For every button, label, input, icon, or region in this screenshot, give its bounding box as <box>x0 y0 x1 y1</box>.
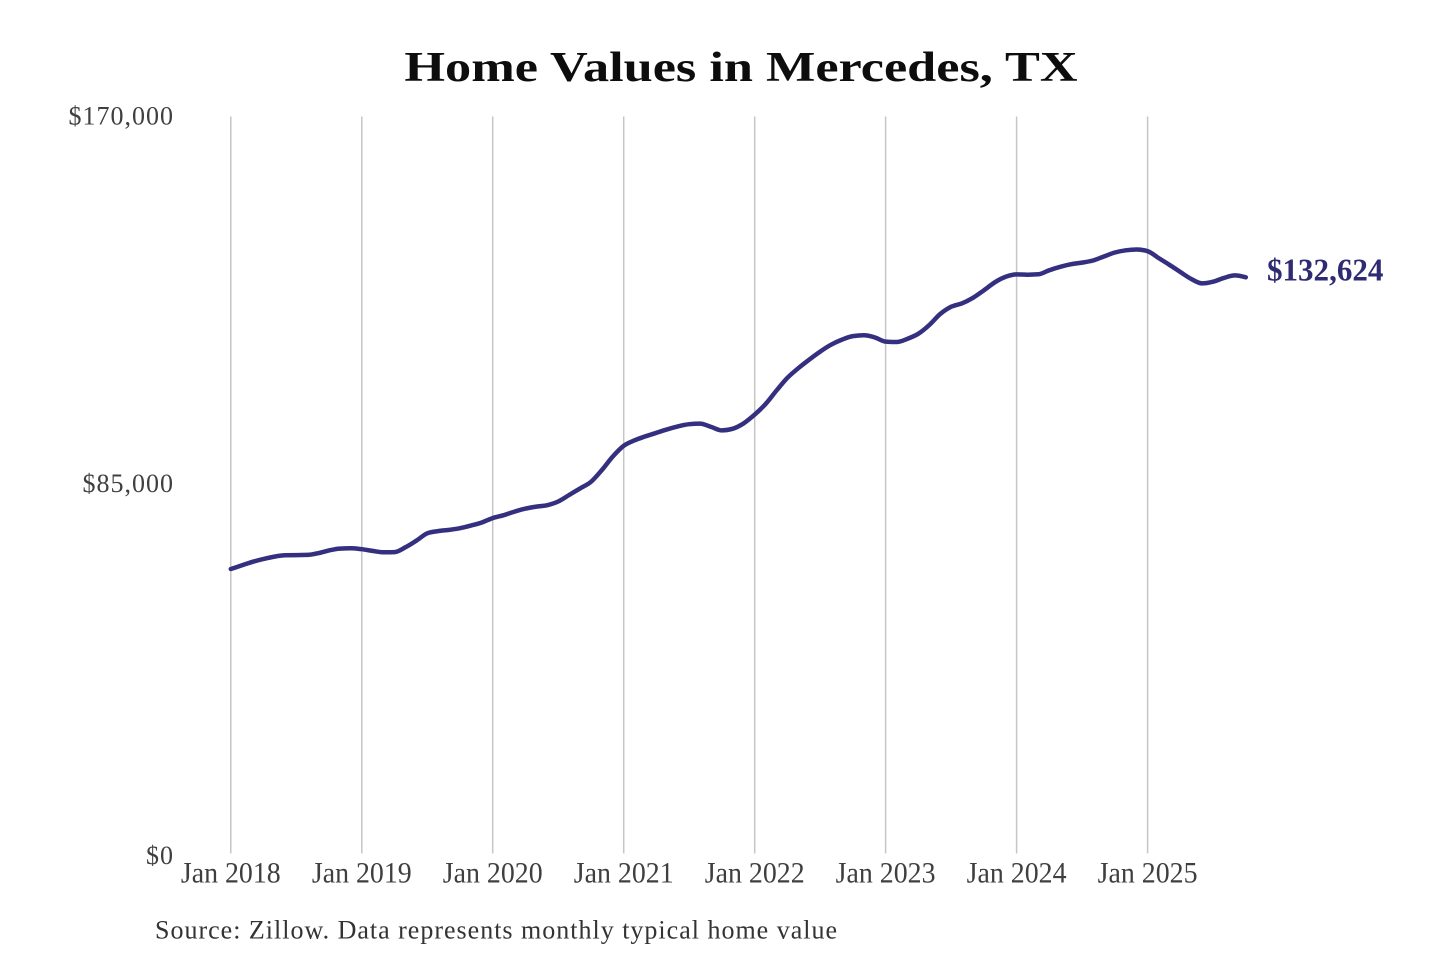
svg-text:$170,000: $170,000 <box>69 102 175 131</box>
svg-text:Jan 2018: Jan 2018 <box>181 857 281 890</box>
svg-text:Source: Zillow. Data represent: Source: Zillow. Data represents monthly … <box>155 916 838 945</box>
svg-text:Jan 2020: Jan 2020 <box>443 857 543 890</box>
svg-text:Home Values in Mercedes, TX: Home Values in Mercedes, TX <box>404 45 1077 91</box>
svg-text:Jan 2025: Jan 2025 <box>1098 857 1198 890</box>
svg-text:$0: $0 <box>146 841 174 870</box>
svg-text:Jan 2023: Jan 2023 <box>836 857 936 890</box>
svg-text:Jan 2022: Jan 2022 <box>705 857 805 890</box>
svg-text:Jan 2019: Jan 2019 <box>312 857 412 890</box>
svg-text:$85,000: $85,000 <box>83 469 175 498</box>
svg-text:Jan 2021: Jan 2021 <box>574 857 674 890</box>
svg-text:Jan 2024: Jan 2024 <box>967 857 1067 890</box>
svg-text:$132,624: $132,624 <box>1267 252 1384 288</box>
